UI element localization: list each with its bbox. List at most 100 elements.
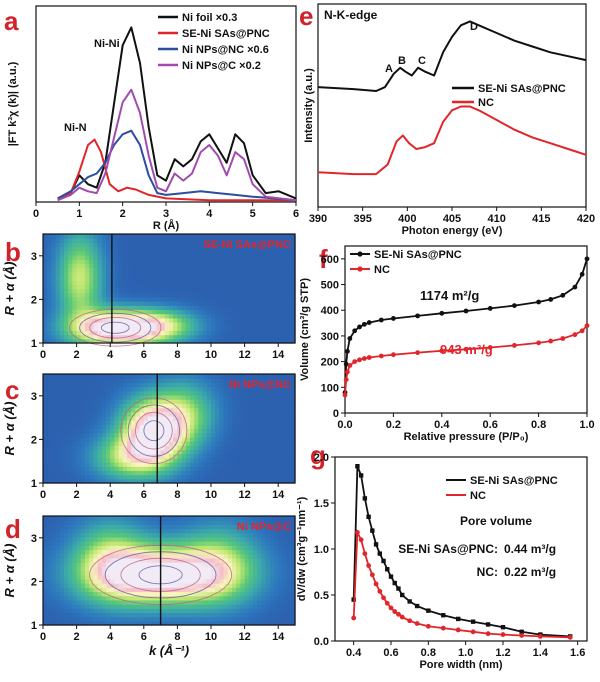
panel-e-legend-label: SE-Ni SAs@PNC [478, 83, 566, 95]
panel-b-heatmap-cell [190, 238, 195, 243]
panel-c-heatmap-cell [135, 386, 141, 392]
panel-b-heatmap-cell [106, 250, 111, 256]
panel-c-heatmap-cell [106, 466, 111, 472]
panel-f-data-point [512, 303, 517, 309]
panel-d-heatmap-cell [181, 557, 187, 563]
panel-d-heatmap-cell [101, 570, 107, 576]
panel-f-data-point [548, 297, 554, 302]
panel-d-heatmap-cell [253, 608, 258, 614]
panel-c-heatmap-cell [215, 390, 220, 396]
panel-d-heatmap-cell [240, 620, 246, 626]
panel-d-heatmap-cell [131, 574, 136, 580]
panel-b-heatmap-cell [51, 280, 57, 285]
panel-c-heatmap-cell [51, 411, 57, 417]
panel-d-heatmap-cell [236, 604, 241, 609]
panel-c-heatmap-cell [101, 407, 107, 413]
panel-c-heatmap-cell [59, 378, 65, 383]
panel-d-heatmap-cell [68, 536, 73, 542]
panel-d-heatmap-cell [59, 557, 65, 563]
panel-b-heatmap-cell [190, 280, 195, 285]
panel-d-heatmap-cell [72, 604, 78, 609]
panel-c-heatmap-cell [164, 399, 170, 404]
panel-c-heatmap-cell [160, 470, 166, 476]
panel-b-heatmap-cell [106, 326, 111, 332]
panel-d-heatmap-cell [181, 587, 187, 593]
panel-f-data-point [343, 377, 349, 382]
panel-c-heatmap-cell [206, 390, 212, 396]
panel-c-heatmap-cell [290, 394, 296, 400]
panel-c-heatmap-cell [274, 453, 279, 459]
panel-b-heatmap-cell [223, 250, 229, 256]
panel-d-heatmap-cell [110, 520, 115, 525]
panel-c-heatmap-cell [51, 382, 57, 388]
panel-b-heatmap-cell [59, 309, 65, 315]
panel-b-heatmap-cell [269, 305, 275, 311]
panel-c-heatmap-cell [114, 378, 120, 383]
panel-g-ytick-label: 0.5 [314, 590, 329, 602]
panel-b-heatmap-cell [160, 338, 166, 344]
panel-c-heatmap-cell [51, 449, 57, 455]
panel-b-heatmap-cell [194, 305, 199, 311]
panel-b-heatmap-cell [244, 267, 250, 273]
panel-b-heatmap-cell [274, 334, 279, 340]
panel-d-heatmap-cell [114, 570, 120, 576]
panel-c-heatmap-cell [118, 466, 124, 472]
panel-c-heatmap-cell [244, 390, 250, 396]
panel-b-heatmap-cell [173, 267, 178, 273]
panel-d-heatmap-cell [282, 532, 288, 538]
panel-d-heatmap-cell [282, 545, 288, 551]
panel-d-heatmap-cell [156, 566, 162, 572]
panel-b-heatmap-cell [223, 296, 229, 302]
panel-d-heatmap-cell [93, 574, 99, 580]
panel-d-heatmap-cell [80, 541, 86, 546]
panel-b-heatmap-cell [219, 288, 225, 294]
panel-c-heatmap-cell [278, 436, 283, 442]
panel-d-heatmap-cell [43, 591, 48, 597]
panel-b-heatmap-cell [223, 259, 229, 264]
panel-b-heatmap-cell [122, 284, 128, 290]
panel-c-heatmap-cell [101, 428, 107, 434]
panel-c-heatmap-cell [80, 420, 86, 425]
panel-b-heatmap-cell [223, 317, 229, 323]
panel-c-heatmap-cell [215, 453, 220, 459]
panel-b-heatmap-cell [278, 280, 283, 285]
panel-c-heatmap-cell [198, 428, 204, 434]
panel-c-heatmap-cell [160, 420, 166, 425]
panel-d-heatmap-cell [261, 524, 267, 530]
panel-c-heatmap-cell [290, 424, 296, 430]
panel-b-heatmap-cell [206, 292, 212, 298]
panel-g-data-point [384, 600, 390, 606]
panel-d-heatmap-cell [211, 536, 216, 542]
panel-b-heatmap-cell [177, 309, 183, 315]
panel-b-heatmap-cell [286, 238, 292, 243]
panel-b-heatmap-cell [76, 259, 82, 264]
panel-b-heatmap-cell [156, 259, 162, 264]
panel-b-heatmap-cell [135, 234, 141, 239]
panel-c-heatmap-cell [223, 415, 229, 421]
panel-c-heatmap-cell [43, 424, 48, 430]
panel-b-heatmap-cell [219, 309, 225, 315]
panel-d-heatmap-cell [278, 599, 283, 605]
panel-d-heatmap-cell [248, 574, 254, 580]
panel-c-heatmap-cell [282, 462, 288, 467]
panel-c-heatmap-cell [236, 453, 241, 459]
panel-c-heatmap-cell [76, 403, 82, 409]
panel-b-heatmap-cell [177, 263, 183, 269]
panel-c-heatmap-cell [173, 449, 178, 455]
panel-c-heatmap-cell [68, 386, 73, 392]
panel-b-heatmap-cell [190, 267, 195, 273]
panel-b-heatmap-cell [198, 305, 204, 311]
panel-d-heatmap-cell [286, 557, 292, 563]
panel-c-heatmap-cell [185, 470, 191, 476]
panel-c-heatmap-cell [248, 449, 254, 455]
panel-b-heatmap-cell [68, 267, 73, 273]
panel-b-heatmap-cell [156, 322, 162, 327]
panel-d-heatmap-cell [223, 545, 229, 551]
panel-c-heatmap-cell [173, 420, 178, 425]
panel-d-heatmap-cell [173, 599, 178, 605]
panel-d-heatmap-cell [198, 520, 204, 525]
panel-c-heatmap-cell [106, 474, 111, 480]
panel-d-heatmap-cell [127, 520, 132, 525]
panel-b-heatmap-cell [198, 263, 204, 269]
panel-d-heatmap-cell [72, 587, 78, 593]
